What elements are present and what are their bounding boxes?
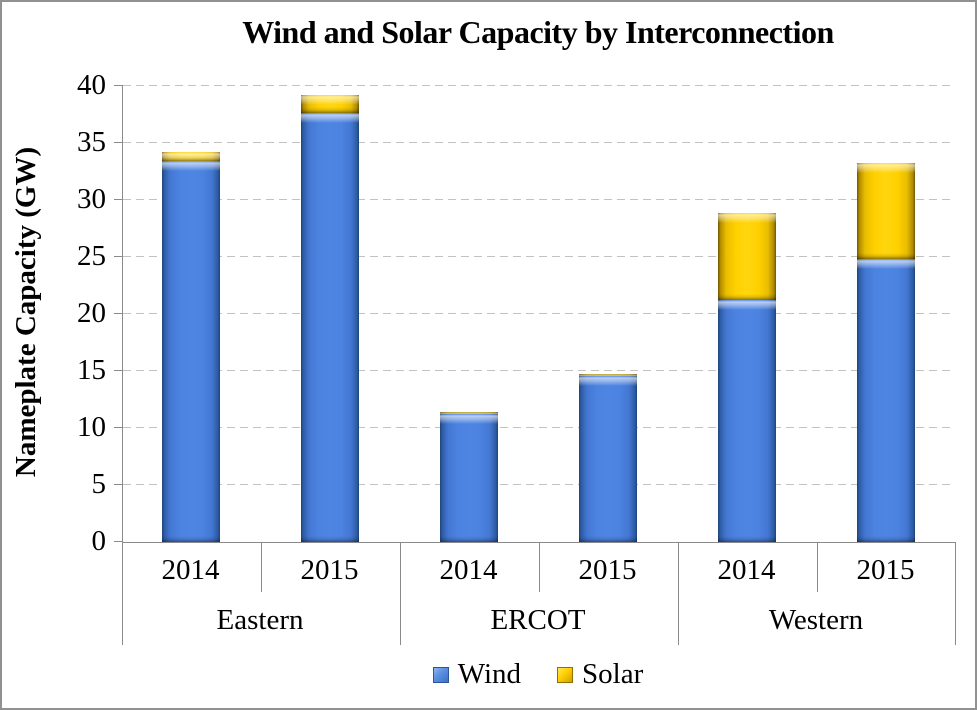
y-tick-mark: [114, 427, 123, 428]
y-tick-mark: [114, 142, 123, 143]
bar-solar-ERCOT-2015: [579, 374, 637, 376]
chart-title: Wind and Solar Capacity by Interconnecti…: [242, 14, 834, 50]
y-tick-label: 15: [77, 354, 106, 386]
bar-solar-Western-2015: [857, 163, 915, 259]
y-tick-label: 20: [77, 297, 106, 329]
bar-solar-Eastern-2015: [301, 95, 359, 113]
table-right-edge: [955, 542, 956, 645]
legend: Wind Solar: [121, 654, 955, 694]
x-group-label-western: Western: [768, 604, 864, 636]
gridline-35: [123, 142, 955, 143]
y-tick-mark: [114, 313, 123, 314]
x-year-label: 2014: [161, 554, 220, 586]
bar-wind-Western-2015: [857, 259, 915, 542]
wind-swatch-icon: [432, 667, 449, 683]
year-separator: [817, 542, 818, 592]
y-tick-mark: [114, 199, 123, 200]
year-separator: [261, 542, 262, 592]
bar-solar-Eastern-2014: [162, 152, 220, 161]
y-tick-label: 0: [91, 525, 107, 557]
y-tick-mark: [114, 370, 123, 371]
bar-wind-ERCOT-2014: [440, 414, 498, 542]
x-year-label: 2015: [300, 554, 359, 586]
bar-solar-Western-2014: [718, 213, 776, 300]
y-tick-mark: [114, 484, 123, 485]
wind-legend-label: Wind: [457, 657, 522, 690]
bar-wind-Western-2014: [718, 300, 776, 542]
x-year-label: 2014: [439, 554, 498, 586]
x-year-label: 2014: [717, 554, 776, 586]
solar-swatch-icon: [557, 667, 574, 683]
bar-solar-ERCOT-2014: [440, 412, 498, 414]
x-year-label: 2015: [578, 554, 637, 586]
solar-legend-label: Solar: [582, 657, 644, 690]
y-tick-label: 30: [77, 183, 106, 215]
bar-wind-ERCOT-2015: [579, 376, 637, 542]
gridline-15: [123, 370, 955, 371]
y-tick-label: 35: [77, 126, 106, 158]
y-tick-label: 40: [77, 69, 106, 101]
gridline-20: [123, 313, 955, 314]
x-group-label-ercot: ERCOT: [490, 604, 586, 636]
y-tick-label: 5: [91, 468, 107, 500]
gridline-40: [123, 85, 955, 86]
x-group-label-eastern: Eastern: [216, 604, 304, 636]
legend-item-wind: Wind: [432, 657, 522, 691]
gridline-5: [123, 484, 955, 485]
gridline-10: [123, 427, 955, 428]
group-separator: [678, 542, 679, 645]
bar-wind-Eastern-2014: [162, 161, 220, 542]
group-separator: [400, 542, 401, 645]
y-tick-mark: [114, 85, 123, 86]
y-tick-mark: [114, 541, 123, 542]
y-axis-line: [122, 86, 123, 645]
y-tick-label: 10: [77, 411, 106, 443]
plot-area: [121, 85, 955, 542]
bar-wind-Eastern-2015: [301, 113, 359, 542]
legend-item-solar: Solar: [557, 658, 643, 691]
y-tick-label: 25: [77, 240, 106, 272]
y-tick-mark: [114, 256, 123, 257]
x-year-label: 2015: [856, 554, 915, 586]
year-separator: [539, 542, 540, 592]
gridline-25: [123, 256, 955, 257]
gridline-30: [123, 199, 955, 200]
